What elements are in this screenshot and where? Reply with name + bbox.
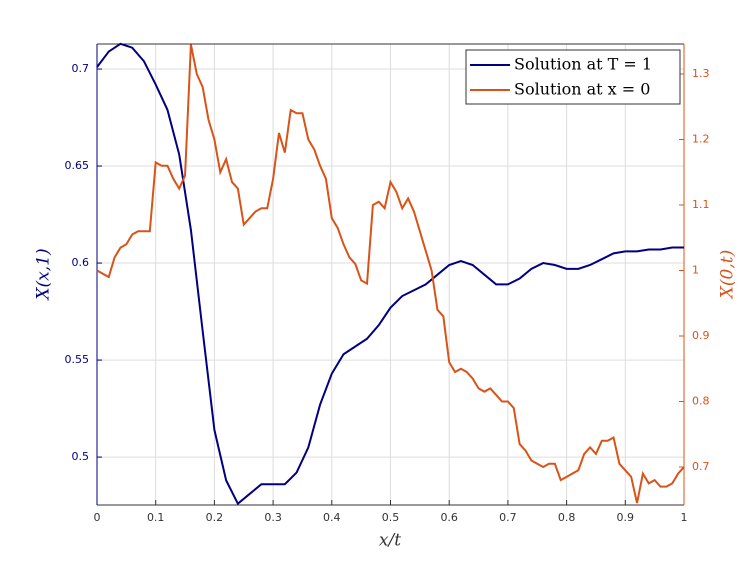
x-axis-label: x/t — [379, 531, 401, 551]
x-tick-label: 0.7 — [499, 511, 517, 524]
x-tick-label: 0.5 — [382, 511, 400, 524]
y2-tick-label: 0.7 — [692, 460, 710, 473]
y-tick-label: 0.7 — [72, 62, 90, 75]
x-tick-label: 0.2 — [206, 511, 224, 524]
y2-tick-label: 1.3 — [692, 67, 710, 80]
x-tick-label: 0.4 — [323, 511, 341, 524]
y2-tick-label: 0.8 — [692, 395, 710, 408]
y2-tick-label: 1.1 — [692, 198, 710, 211]
x-tick-label: 0.6 — [440, 511, 458, 524]
x-tick-label: 0.3 — [264, 511, 282, 524]
x-tick-label: 0 — [94, 511, 101, 524]
y-tick-label: 0.65 — [65, 159, 90, 172]
x-tick-label: 0.1 — [147, 511, 165, 524]
legend-label: Solution at x = 0 — [514, 80, 650, 99]
line — [96, 44, 685, 504]
x-tick-label: 1 — [681, 511, 688, 524]
legend-label: Solution at T = 1 — [514, 55, 652, 74]
y2-tick-label: 1.2 — [692, 133, 710, 146]
x-tick-label: 0.9 — [617, 511, 635, 524]
y2-tick-label: 1 — [692, 264, 699, 277]
y-axis-label: X(x,1) — [34, 248, 54, 301]
y-tick-label: 0.6 — [72, 256, 90, 269]
y2-axis-label: X(0,t) — [718, 250, 738, 300]
y-tick-label: 0.5 — [72, 450, 90, 463]
y2-tick-label: 0.9 — [692, 329, 710, 342]
x-tick-label: 0.8 — [558, 511, 576, 524]
line — [96, 42, 684, 506]
legend-box — [465, 49, 681, 105]
y-tick-label: 0.55 — [65, 353, 90, 366]
